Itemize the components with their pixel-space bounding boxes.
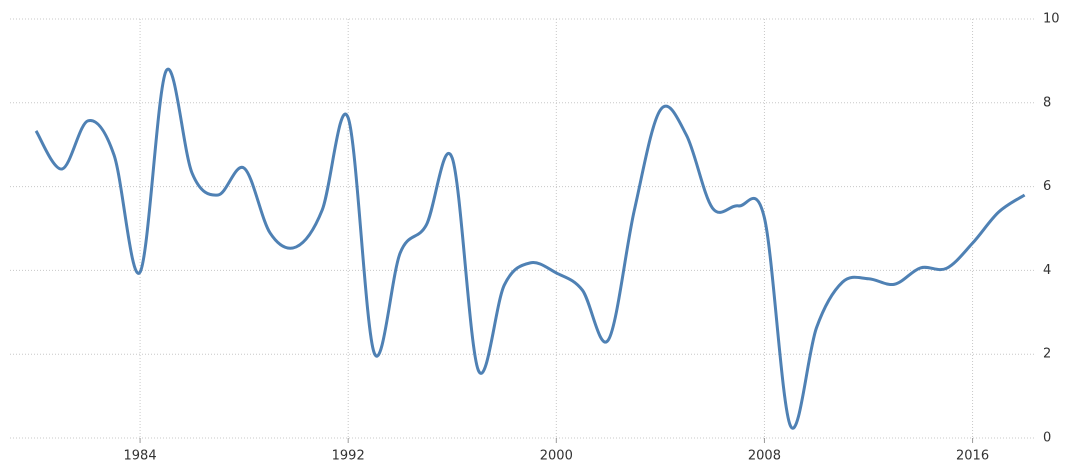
y-tick-label: 2 [1043, 347, 1051, 362]
y-tick-label: 4 [1043, 263, 1051, 278]
y-tick-label: 10 [1043, 12, 1060, 27]
x-tick-label: 1992 [332, 449, 365, 464]
y-tick-label: 0 [1043, 431, 1051, 446]
y-tick-label: 6 [1043, 179, 1051, 194]
x-tick-label: 1984 [124, 449, 157, 464]
data-line [34, 67, 1026, 430]
y-tick-label: 8 [1043, 95, 1051, 110]
x-tick-label: 2000 [540, 449, 573, 464]
x-tick-label: 2016 [956, 449, 989, 464]
x-tick-label: 2008 [748, 449, 781, 464]
